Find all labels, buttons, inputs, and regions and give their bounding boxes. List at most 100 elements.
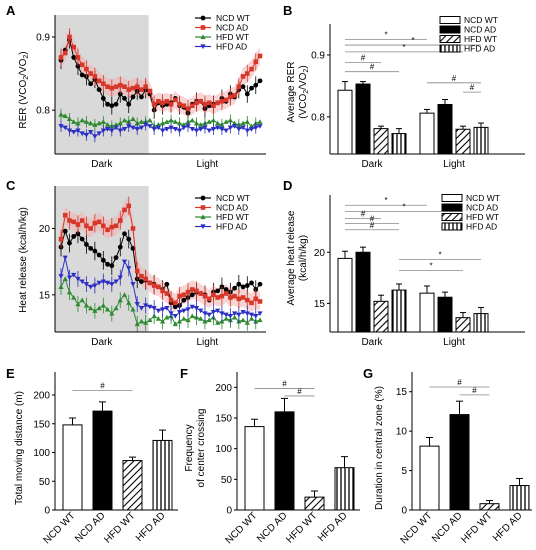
data-point xyxy=(202,311,208,317)
data-point xyxy=(189,127,195,132)
data-point xyxy=(244,283,250,288)
data-point xyxy=(138,119,145,124)
bar xyxy=(509,485,530,511)
data-point xyxy=(244,119,250,124)
data-point xyxy=(160,100,165,106)
bar xyxy=(337,257,353,333)
data-point xyxy=(244,128,250,134)
significance-marker: * xyxy=(402,202,405,211)
data-point xyxy=(257,281,263,287)
data-point xyxy=(164,127,170,132)
y-tick-label: 150 xyxy=(33,419,50,430)
data-point xyxy=(219,293,225,299)
data-point xyxy=(193,314,200,320)
data-point xyxy=(164,314,170,320)
data-point xyxy=(143,122,149,128)
data-point xyxy=(113,255,119,261)
data-point xyxy=(232,93,237,98)
data-point xyxy=(194,288,199,294)
data-point xyxy=(244,91,250,97)
data-point xyxy=(130,125,136,131)
data-point xyxy=(198,291,204,296)
data-point xyxy=(173,97,178,103)
data-point xyxy=(62,50,68,56)
y-axis-label-line1: Frequency xyxy=(184,424,195,471)
data-point xyxy=(176,128,183,134)
legend-label: NCD AD xyxy=(216,23,248,33)
data-point xyxy=(200,214,206,220)
data-point xyxy=(134,321,140,327)
significance-marker: * xyxy=(438,250,441,259)
data-point xyxy=(109,263,115,269)
data-point xyxy=(160,120,166,126)
data-point xyxy=(257,119,263,124)
data-point xyxy=(96,252,102,258)
x-tick-label: HFD AD xyxy=(316,510,350,544)
data-point xyxy=(122,96,127,101)
data-point xyxy=(200,25,206,30)
bar xyxy=(473,126,489,155)
y-tick-label: 20 xyxy=(314,248,326,259)
data-point xyxy=(79,62,85,68)
significance-marker: # xyxy=(457,378,462,387)
data-point xyxy=(219,99,225,104)
data-point xyxy=(109,103,115,109)
significance-marker: # xyxy=(370,215,375,224)
phase-label: Light xyxy=(196,337,218,348)
data-point xyxy=(151,306,157,311)
data-point xyxy=(62,113,68,119)
y-tick-label: 50 xyxy=(39,477,51,488)
data-point xyxy=(138,125,145,131)
data-point xyxy=(121,259,128,265)
legend-label: HFD WT xyxy=(464,34,497,44)
data-point xyxy=(202,293,208,299)
data-point xyxy=(244,71,250,76)
significance-marker: * xyxy=(384,196,387,205)
data-point xyxy=(215,125,221,131)
data-point xyxy=(173,300,178,306)
data-point xyxy=(253,82,259,88)
data-point xyxy=(126,87,132,92)
data-point xyxy=(215,120,221,126)
data-point xyxy=(176,310,183,315)
data-point xyxy=(164,119,170,124)
data-point xyxy=(92,220,98,226)
data-point xyxy=(198,308,204,314)
data-point xyxy=(228,94,233,100)
group-label: Dark xyxy=(361,159,383,170)
data-point xyxy=(58,111,64,117)
data-point xyxy=(236,127,242,132)
panel-label: E xyxy=(6,366,15,381)
data-point xyxy=(168,125,174,131)
data-point xyxy=(181,316,187,321)
bar xyxy=(334,467,355,511)
y-tick-label: 0 xyxy=(401,506,407,517)
data-point xyxy=(126,101,132,107)
data-point xyxy=(198,99,204,104)
data-point xyxy=(71,272,77,278)
bar xyxy=(391,133,407,155)
data-point xyxy=(105,227,110,233)
data-point xyxy=(181,125,187,131)
panel-f-center-crossing: F Frequency of center crossing NCD WTNCD… xyxy=(180,366,360,546)
data-point xyxy=(223,291,229,296)
data-point xyxy=(130,306,136,312)
data-point xyxy=(100,279,106,285)
data-point xyxy=(126,300,132,305)
data-point xyxy=(194,100,199,106)
bar xyxy=(152,439,173,511)
data-point xyxy=(117,128,123,134)
data-point xyxy=(257,317,263,323)
significance-marker: # xyxy=(370,63,375,72)
data-point xyxy=(147,317,153,323)
data-point xyxy=(75,301,81,307)
data-point xyxy=(75,276,81,282)
panel-label: C xyxy=(6,178,16,193)
bar xyxy=(373,128,389,155)
data-point xyxy=(177,293,182,299)
data-point xyxy=(88,305,94,311)
data-point xyxy=(126,236,132,242)
data-point xyxy=(84,66,89,72)
group-label: Dark xyxy=(361,337,383,348)
